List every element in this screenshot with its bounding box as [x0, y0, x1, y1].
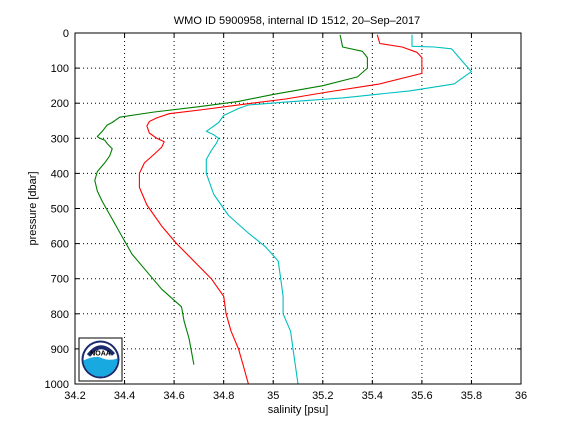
- grid: [75, 33, 521, 384]
- y-tick-label: 100: [51, 63, 69, 75]
- y-tick-label: 800: [51, 309, 69, 321]
- y-axis: 0 100 200 300 400 500 600 700 800 900 1000: [45, 28, 521, 391]
- plot-area: NOAA 34.2 34.4 34.6 34.8 35 35.2 35.4 35.6 35.8 3…: [45, 28, 528, 402]
- y-tick-label: 600: [51, 239, 69, 251]
- y-tick-label: 200: [51, 98, 69, 110]
- x-tick-label: 34.2: [64, 390, 85, 402]
- y-tick-label: 1000: [45, 379, 69, 391]
- x-tick-label: 35.8: [461, 390, 482, 402]
- x-tick-label: 34.6: [163, 390, 184, 402]
- x-tick-label: 34.8: [213, 390, 234, 402]
- chart-title: WMO ID 5900958, internal ID 1512, 20–Sep…: [174, 15, 420, 27]
- x-tick-label: 35.2: [312, 390, 333, 402]
- series-line-3: [205, 34, 472, 385]
- noaa-logo-wave: [83, 356, 118, 377]
- x-tick-label: 35.6: [411, 390, 432, 402]
- x-axis-label: salinity [psu]: [268, 404, 329, 416]
- x-tick-label: 36: [515, 390, 527, 402]
- y-tick-label: 400: [51, 168, 69, 180]
- y-tick-label: 500: [51, 204, 69, 216]
- series-layer: [94, 34, 472, 385]
- y-tick-label: 0: [63, 28, 69, 40]
- y-axis-label: pressure [dbar]: [27, 172, 39, 246]
- logo-layer: NOAA: [78, 337, 123, 382]
- y-tick-label: 700: [51, 274, 69, 286]
- y-tick-label: 900: [51, 344, 69, 356]
- x-tick-label: 34.4: [114, 390, 135, 402]
- series-line-1: [94, 34, 368, 365]
- noaa-logo: NOAA: [78, 337, 123, 382]
- x-tick-label: 35: [267, 390, 279, 402]
- noaa-logo-text: NOAA: [90, 351, 111, 358]
- y-tick-label: 300: [51, 133, 69, 145]
- noaa-logo-bird: [86, 345, 116, 357]
- series-line-2: [138, 34, 423, 385]
- x-tick-label: 35.4: [362, 390, 383, 402]
- x-axis: 34.2 34.4 34.6 34.8 35 35.2 35.4 35.6 35.8 36: [64, 33, 527, 402]
